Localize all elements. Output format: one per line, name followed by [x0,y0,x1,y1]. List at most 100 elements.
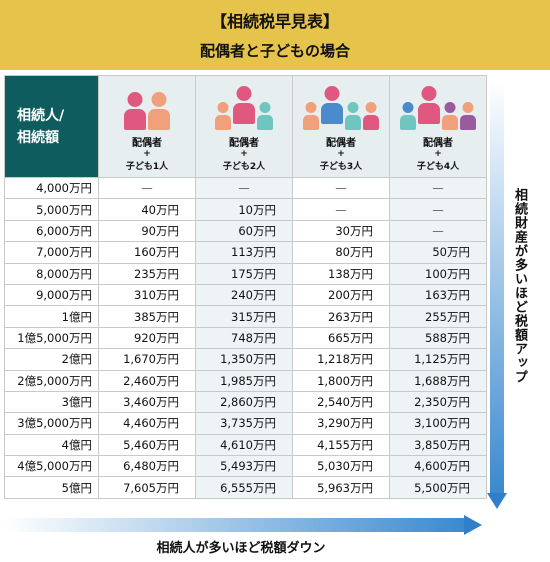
row-amount: 7,000万円 [4,241,99,264]
tax-value-cell: 3,460万円 [98,390,196,414]
table-row: 9,000万円 310万円 240万円 200万円 163万円 [4,283,487,307]
tax-value-cell: 263万円 [292,305,390,328]
column-plus: + [434,149,442,159]
horizontal-arrow-label: 相続人が多いほど税額ダウン [156,541,326,556]
tax-value-cell: 90万円 [98,219,196,243]
tax-table: 相続人/ 相続額 配偶者 + 子ども1人 配偶者 + [4,75,487,499]
table-row: 4,000万円 — — — — [4,176,487,200]
vertical-arrow-shaft [490,80,504,494]
column-plus: + [240,149,248,159]
column-spouse-label: 配偶者 [326,138,356,149]
tax-value-cell: 1,670万円 [98,348,196,371]
tax-value-cell: 3,735万円 [195,412,293,435]
corner-label-line1: 相続人/ [17,107,65,124]
tax-value-cell: 665万円 [292,326,390,350]
column-children-label: 子ども1人 [125,162,169,172]
row-amount: 8,000万円 [4,262,99,285]
column-children-label: 子ども4人 [416,162,460,172]
row-amount: 5億円 [4,476,99,499]
tax-value-cell: 3,290万円 [292,412,390,435]
table-row: 1億円 385万円 315万円 263万円 255万円 [4,305,487,328]
tax-value-cell: 310万円 [98,283,196,307]
column-header-1-child: 配偶者 + 子ども1人 [98,75,196,178]
column-plus: + [337,149,345,159]
row-amount: 2億5,000万円 [4,369,99,392]
tax-value-cell: — [292,198,390,221]
column-header-4-children: 配偶者 + 子ども4人 [389,75,487,178]
tax-value-cell: — [389,198,487,221]
table-row: 2億円 1,670万円 1,350万円 1,218万円 1,125万円 [4,348,487,371]
tax-value-cell: 255万円 [389,305,487,328]
table-row: 7,000万円 160万円 113万円 80万円 50万円 [4,241,487,264]
tax-value-cell: 2,350万円 [389,390,487,414]
tax-value-cell: 138万円 [292,262,390,285]
tax-value-cell: 920万円 [98,326,196,350]
tax-value-cell: 113万円 [195,241,293,264]
arrow-right-icon [464,515,482,535]
table-body: 4,000万円 — — — —5,000万円 40万円 10万円 — —6,000万円 90万円 6… [4,176,487,499]
tax-value-cell: 748万円 [195,326,293,350]
tax-value-cell: 2,460万円 [98,369,196,392]
tax-value-cell: 3,850万円 [389,433,487,457]
vertical-arrow-label: 相続財産が多いほど税額アップ [512,188,527,384]
tax-value-cell: 160万円 [98,241,196,264]
tax-value-cell: 1,350万円 [195,348,293,371]
tax-value-cell: 588万円 [389,326,487,350]
tax-value-cell: — [98,176,196,200]
row-amount: 4,000万円 [4,176,99,200]
tax-value-cell: — [292,176,390,200]
tax-value-cell: 5,460万円 [98,433,196,457]
row-amount: 1億円 [4,305,99,328]
tax-value-cell: 315万円 [195,305,293,328]
column-children-label: 子ども3人 [319,162,363,172]
corner-label-line2: 相続額 [17,129,59,146]
tax-value-cell: 10万円 [195,198,293,221]
tax-value-cell: — [389,219,487,243]
tax-value-cell: 5,030万円 [292,455,390,478]
tax-value-cell: 163万円 [389,283,487,307]
tax-value-cell: 1,218万円 [292,348,390,371]
tax-value-cell: 100万円 [389,262,487,285]
table-header-row: 相続人/ 相続額 配偶者 + 子ども1人 配偶者 + [4,75,487,178]
tax-value-cell: 1,985万円 [195,369,293,392]
table-row: 1億5,000万円 920万円 748万円 665万円 588万円 [4,326,487,350]
table-row: 4億5,000万円 6,480万円 5,493万円 5,030万円 4,600万円 [4,455,487,478]
tax-value-cell: 4,460万円 [98,412,196,435]
tax-value-cell: 240万円 [195,283,293,307]
family-3-children-icon [293,80,389,130]
tax-value-cell: 50万円 [389,241,487,264]
tax-value-cell: 1,125万円 [389,348,487,371]
row-amount: 6,000万円 [4,219,99,243]
column-spouse-label: 配偶者 [132,138,162,149]
tax-value-cell: 3,100万円 [389,412,487,435]
tax-value-cell: — [195,176,293,200]
page-subtitle: 配偶者と子どもの場合 [199,42,350,60]
tax-value-cell: 40万円 [98,198,196,221]
column-spouse-label: 配偶者 [423,138,453,149]
tax-value-cell: 5,493万円 [195,455,293,478]
tax-value-cell: 2,540万円 [292,390,390,414]
tax-value-cell: 175万円 [195,262,293,285]
title-banner: 【相続税早見表】 配偶者と子どもの場合 [0,0,550,70]
family-4-children-icon [390,80,486,130]
tax-value-cell: 1,688万円 [389,369,487,392]
tax-value-cell: 4,610万円 [195,433,293,457]
family-2-children-icon [196,80,292,130]
column-header-3-children: 配偶者 + 子ども3人 [292,75,390,178]
tax-value-cell: 80万円 [292,241,390,264]
tax-value-cell: 7,605万円 [98,476,196,499]
row-amount: 9,000万円 [4,283,99,307]
column-children-label: 子ども2人 [222,162,266,172]
tax-value-cell: — [389,176,487,200]
row-amount: 4億円 [4,433,99,457]
table-row: 5,000万円 40万円 10万円 — — [4,198,487,221]
tax-value-cell: 4,600万円 [389,455,487,478]
column-spouse-label: 配偶者 [229,138,259,149]
tax-value-cell: 2,860万円 [195,390,293,414]
table-row: 8,000万円 235万円 175万円 138万円 100万円 [4,262,487,285]
table-row: 2億5,000万円 2,460万円 1,985万円 1,800万円 1,688万円 [4,369,487,392]
column-plus: + [143,149,151,159]
tax-value-cell: 1,800万円 [292,369,390,392]
tax-value-cell: 5,963万円 [292,476,390,499]
tax-value-cell: 5,500万円 [389,476,487,499]
